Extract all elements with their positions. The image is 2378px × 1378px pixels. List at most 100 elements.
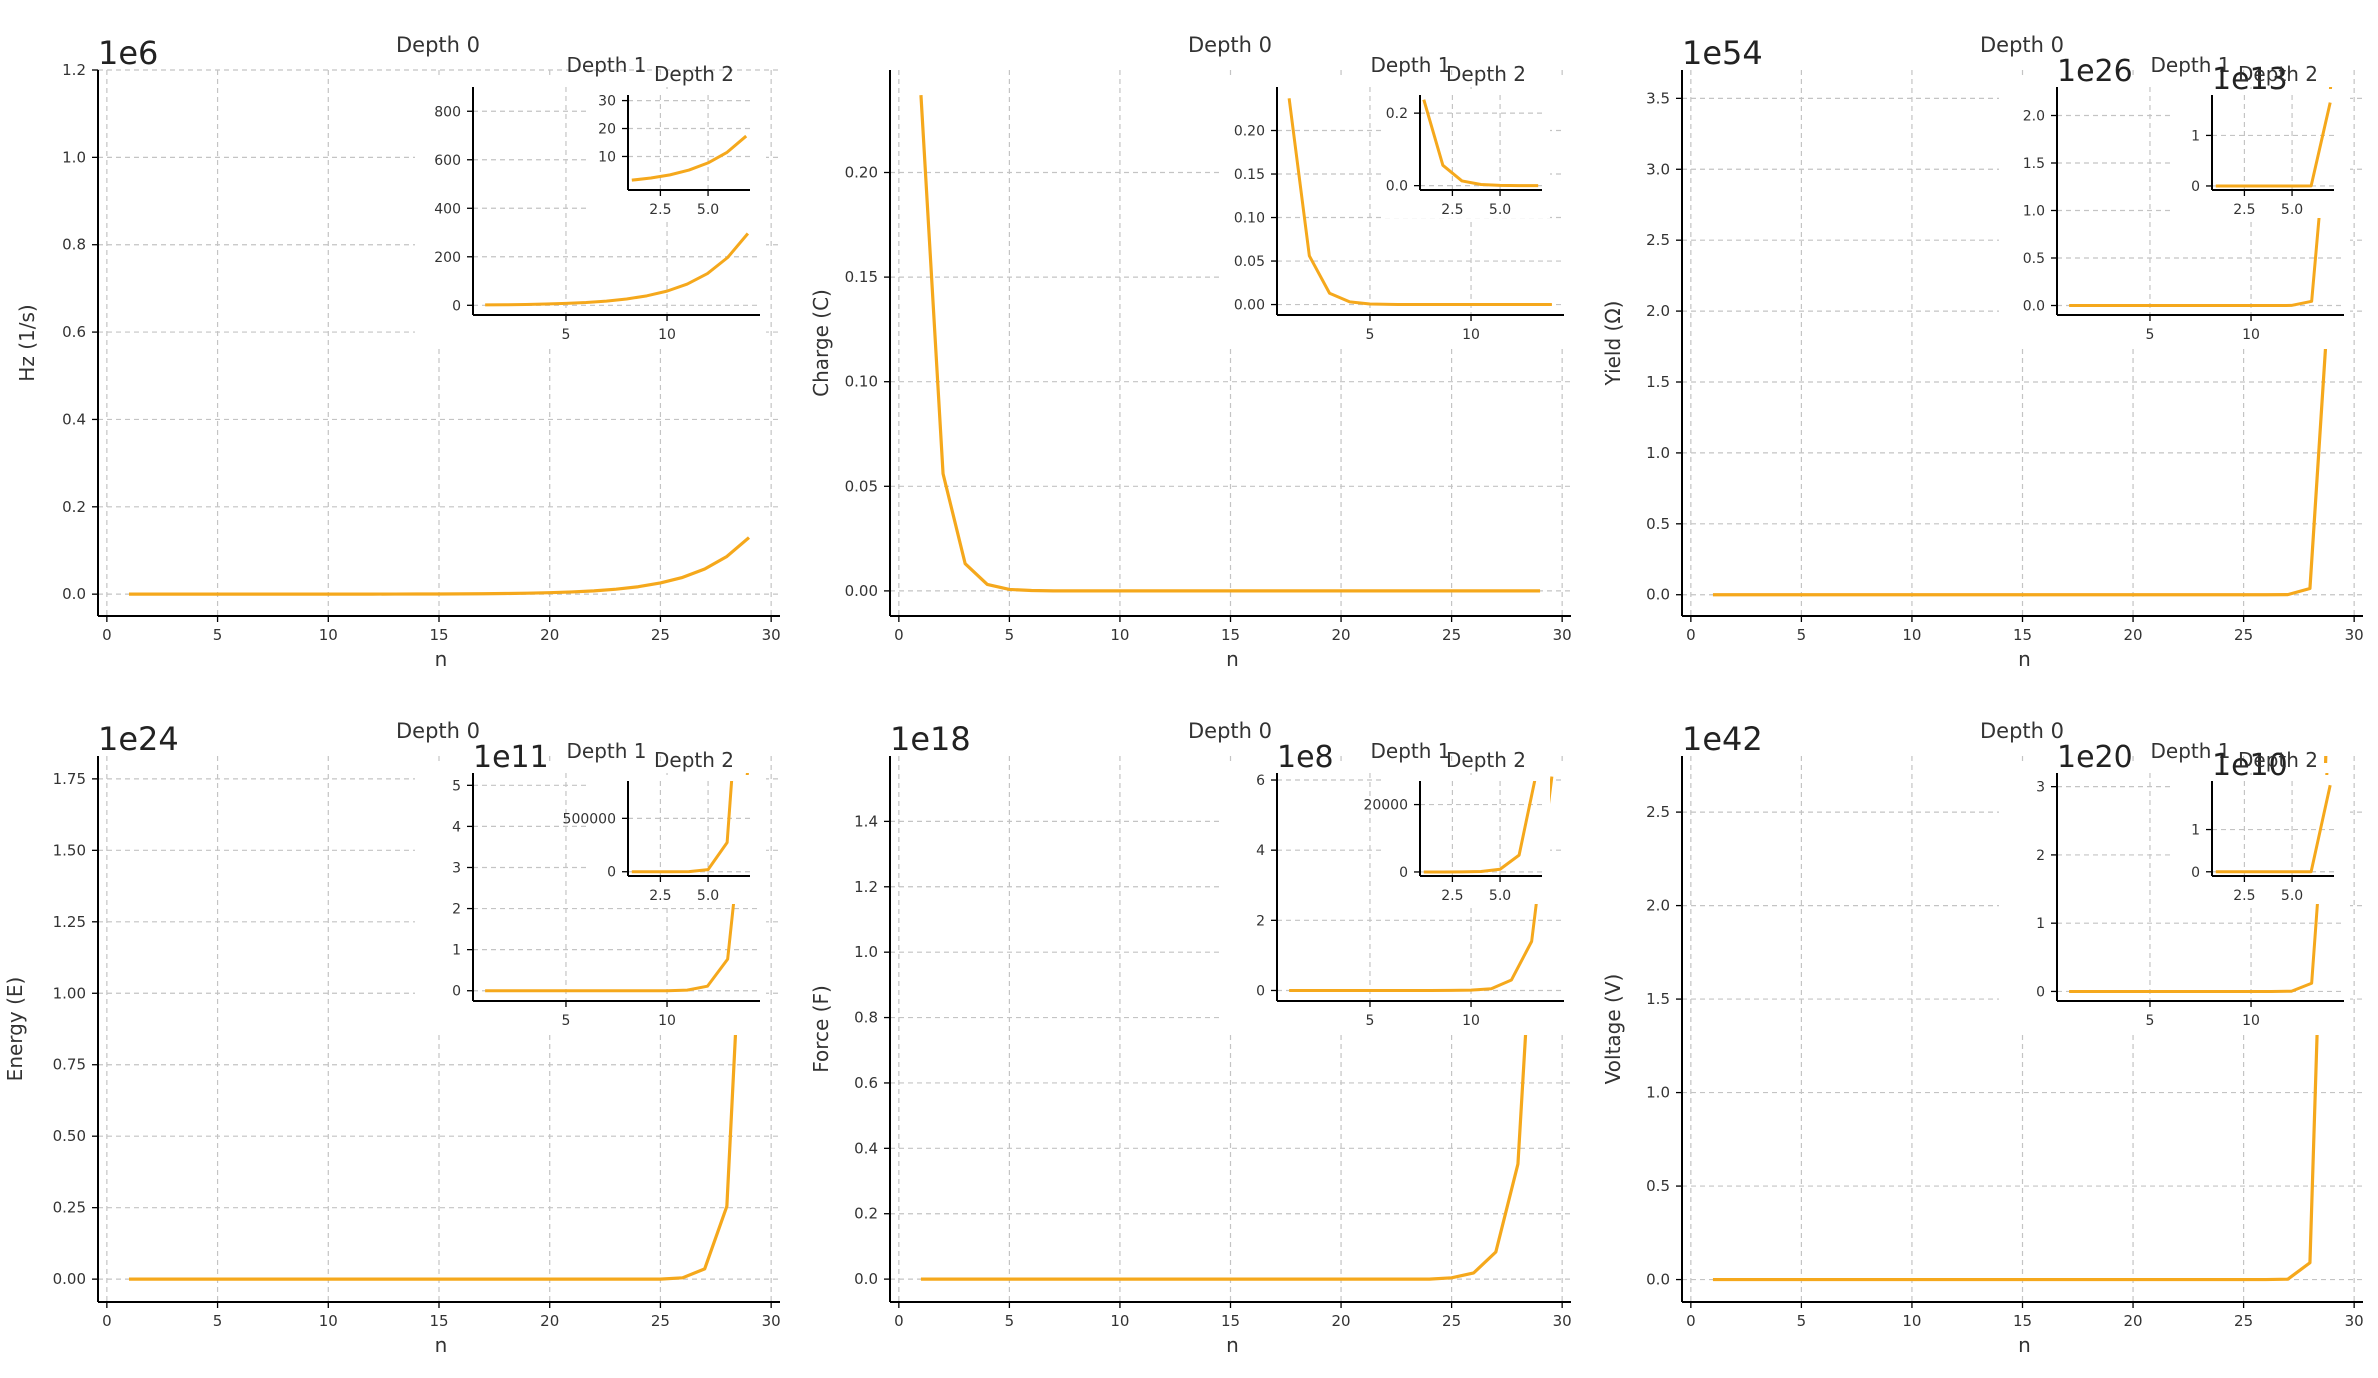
chart-bottom-middle-inset-depth2-ytick-label-1: 20000 xyxy=(1363,798,1408,814)
chart-top-right-ytick-label-3: 1.5 xyxy=(1646,373,1670,391)
chart-top-middle-inset-depth1-xtick-label-0: 5 xyxy=(1366,327,1375,343)
chart-bottom-middle-inset-depth1-title: Depth 1 xyxy=(1371,739,1451,763)
chart-top-middle-inset-depth1-title: Depth 1 xyxy=(1371,53,1451,77)
chart-bottom-middle-inset-depth1-ytick-label-3: 6 xyxy=(1256,773,1265,789)
chart-top-middle-xtick-label-4: 20 xyxy=(1332,626,1351,644)
chart-bottom-middle-xtick-label-0: 0 xyxy=(894,1312,904,1330)
chart-bottom-left-xtick-label-1: 5 xyxy=(213,1312,223,1330)
chart-top-left-xtick-label-0: 0 xyxy=(102,626,112,644)
chart-bottom-left-inset-depth2-xtick-label-1: 5.0 xyxy=(697,888,719,904)
chart-bottom-middle-inset-depth2-xtick-label-0: 2.5 xyxy=(1441,888,1463,904)
chart-bottom-left-inset-depth1-ytick-label-0: 0 xyxy=(452,984,461,1000)
chart-bottom-left: 0 5 10 15 20 25 300.000.250.500.751.001.251.50… xyxy=(3,719,781,1357)
chart-top-middle-xtick-label-0: 0 xyxy=(894,626,904,644)
chart-bottom-right-inset-depth1-xtick-label-1: 10 xyxy=(2242,1013,2260,1029)
chart-top-right-ytick-label-2: 1.0 xyxy=(1646,444,1670,462)
chart-bottom-middle-offset-multiplier: 1e18 xyxy=(890,720,971,758)
chart-top-right-xtick-label-3: 15 xyxy=(2013,626,2032,644)
chart-bottom-right-offset-multiplier: 1e42 xyxy=(1682,720,1763,758)
chart-bottom-right-inset-depth1-title: Depth 1 xyxy=(2151,739,2231,763)
chart-top-middle-ytick-label-3: 0.15 xyxy=(845,268,878,286)
chart-top-middle-inset-depth2-series-line xyxy=(1422,99,1539,188)
chart-bottom-left-inset2-bg xyxy=(590,775,758,904)
chart-top-right-ytick-label-6: 3.0 xyxy=(1646,160,1670,178)
chart-top-right-ytick-label-5: 2.5 xyxy=(1646,231,1670,249)
chart-bottom-right-inset-depth2-xtick-label-1: 5.0 xyxy=(2281,888,2303,904)
chart-top-right-xtick-label-5: 25 xyxy=(2234,626,2253,644)
chart-top-left-inset-depth2-ytick-label-1: 20 xyxy=(598,122,616,138)
chart-top-middle-inset-depth2-title: Depth 2 xyxy=(1446,62,1526,86)
chart-top-left-title: Depth 0 xyxy=(396,33,480,57)
chart-bottom-left-inset-depth1-title: Depth 1 xyxy=(567,739,647,763)
chart-bottom-left-inset-depth2-axes: 2.5 5.0 0 500000 Depth 2 xyxy=(563,748,750,904)
chart-top-right-inset-depth2-title: Depth 2 xyxy=(2238,62,2318,86)
chart-bottom-middle-inset-depth1-offset-multiplier: 1e8 xyxy=(1277,740,1334,775)
chart-top-right-series-line xyxy=(1712,247,2334,597)
chart-bottom-left-ylabel: Energy (E) xyxy=(3,977,27,1082)
chart-bottom-left-inset-depth1-offset-multiplier: 1e11 xyxy=(473,740,549,775)
chart-bottom-middle-ytick-label-0: 0.0 xyxy=(854,1270,878,1288)
chart-bottom-middle-xtick-label-5: 25 xyxy=(1442,1312,1461,1330)
chart-top-left-inset-depth1-title: Depth 1 xyxy=(567,53,647,77)
chart-bottom-middle-inset-depth1-xtick-label-0: 5 xyxy=(1366,1013,1375,1029)
chart-top-left-inset-depth2-axes: 2.5 5.0 10 20 30 Depth 2 xyxy=(598,62,750,218)
chart-top-middle-series-line xyxy=(919,95,1541,593)
chart-bottom-left-ytick-label-6: 1.50 xyxy=(53,841,86,859)
chart-top-left-ytick-label-6: 1.2 xyxy=(62,61,86,79)
chart-top-right-inset-depth1-ytick-label-0: 0.0 xyxy=(2023,299,2045,315)
chart-bottom-left-inset-depth1-ytick-label-3: 3 xyxy=(452,860,461,876)
chart-top-right-inset-depth1-xtick-label-1: 10 xyxy=(2242,327,2260,343)
chart-bottom-left-inset-depth1-ytick-label-1: 1 xyxy=(452,943,461,959)
chart-top-middle-inset-depth1-ytick-label-1: 0.05 xyxy=(1234,254,1265,270)
chart-top-right-ytick-label-7: 3.5 xyxy=(1646,89,1670,107)
chart-bottom-middle-inset-depth1-ytick-label-1: 2 xyxy=(1256,913,1265,929)
chart-bottom-left-inset-depth2-title: Depth 2 xyxy=(654,748,734,772)
chart-top-left-ytick-label-3: 0.6 xyxy=(62,323,86,341)
chart-bottom-right-inset-depth1-ytick-label-2: 2 xyxy=(2036,848,2045,864)
chart-top-left-inset-depth1-xtick-label-0: 5 xyxy=(562,327,571,343)
chart-bottom-left-xlabel: n xyxy=(435,1333,448,1357)
chart-top-right-xtick-label-4: 20 xyxy=(2124,626,2143,644)
chart-top-left-ytick-label-0: 0.0 xyxy=(62,585,86,603)
chart-bottom-middle-xtick-label-4: 20 xyxy=(1332,1312,1351,1330)
chart-bottom-left-ytick-label-5: 1.25 xyxy=(53,913,86,931)
chart-bottom-middle-inset-depth1-ytick-label-2: 4 xyxy=(1256,843,1265,859)
chart-bottom-right-xtick-label-2: 10 xyxy=(1902,1312,1921,1330)
chart-bottom-left-inset-depth1-ytick-label-5: 5 xyxy=(452,778,461,794)
chart-top-right-inset-depth1-xtick-label-0: 5 xyxy=(2146,327,2155,343)
chart-top-middle-inset-depth2-xtick-label-0: 2.5 xyxy=(1441,202,1463,218)
chart-top-middle-ytick-label-0: 0.00 xyxy=(845,582,878,600)
chart-top-left-inset-depth1-axes: 5 10 0 200 400 600 800 Depth 1 xyxy=(434,53,760,343)
chart-top-left-xtick-label-1: 5 xyxy=(213,626,223,644)
chart-top-left-inset-depth2-series-line xyxy=(631,134,748,182)
chart-top-left-inset-depth2-ytick-label-0: 10 xyxy=(598,149,616,165)
chart-top-middle-ylabel: Charge (C) xyxy=(809,289,833,397)
chart-bottom-left-ytick-label-0: 0.00 xyxy=(53,1270,86,1288)
chart-top-right-inset-depth2-offset-multiplier: 1e13 xyxy=(2212,62,2288,97)
chart-bottom-right-xtick-label-5: 25 xyxy=(2234,1312,2253,1330)
chart-top-middle-inset-depth1-ytick-label-2: 0.10 xyxy=(1234,211,1265,227)
chart-top-right-xtick-label-6: 30 xyxy=(2345,626,2364,644)
chart-top-right-xtick-label-2: 10 xyxy=(1902,626,1921,644)
chart-bottom-right-xlabel: n xyxy=(2018,1333,2031,1357)
chart-top-right-inset2-bg xyxy=(2174,89,2342,218)
chart-bottom-right-inset-depth1-ytick-label-3: 3 xyxy=(2036,780,2045,796)
chart-bottom-middle-inset-depth2-xtick-label-1: 5.0 xyxy=(1489,888,1511,904)
chart-bottom-middle-inset-depth1-axes: 5 10 0 2 4 6 1e8 Depth 1 xyxy=(1256,739,1564,1029)
chart-bottom-right-xtick-label-6: 30 xyxy=(2345,1312,2364,1330)
chart-bottom-right-inset-depth2-ytick-label-1: 1 xyxy=(2191,823,2200,839)
chart-top-middle-inset-depth1-series-line xyxy=(1287,98,1552,307)
chart-bottom-right-ytick-label-3: 1.5 xyxy=(1646,990,1670,1008)
chart-bottom-right-inset-depth1-offset-multiplier: 1e20 xyxy=(2057,740,2133,775)
chart-top-middle-title: Depth 0 xyxy=(1188,33,1272,57)
chart-bottom-left-inset-depth2-xtick-label-0: 2.5 xyxy=(649,888,671,904)
chart-top-left: 0 5 10 15 20 25 30 0.0 0.2 0.4 0.6 0.8 1.0 1.2 1e6 Dept… xyxy=(15,33,781,671)
chart-top-right-inset-depth1-offset-multiplier: 1e26 xyxy=(2057,54,2133,89)
chart-bottom-right-inset-depth2-ytick-label-0: 0 xyxy=(2191,865,2200,881)
chart-top-middle-inset-depth2-ytick-label-1: 0.2 xyxy=(1386,106,1408,122)
chart-bottom-left-xtick-label-0: 0 xyxy=(102,1312,112,1330)
chart-top-right-ytick-label-1: 0.5 xyxy=(1646,515,1670,533)
